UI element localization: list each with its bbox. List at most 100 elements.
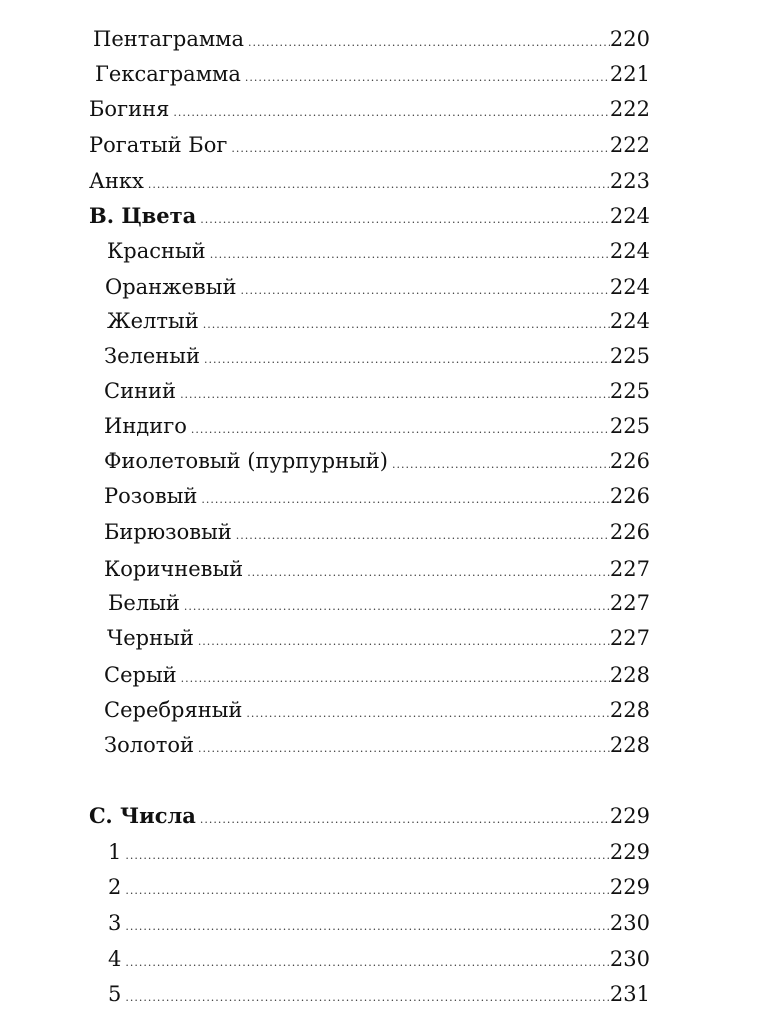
entry-title: Гексаграмма: [95, 62, 241, 86]
dot-leader: [247, 558, 610, 588]
entry-page-number: 227: [609, 626, 650, 650]
dot-leader: [198, 734, 610, 764]
dot-leader: [200, 205, 610, 235]
dot-leader: [201, 485, 610, 515]
dot-leader: [236, 521, 610, 551]
dot-leader: [248, 28, 610, 58]
entry-page-number: 226: [609, 449, 650, 473]
toc-entry: Черный 227: [107, 623, 650, 653]
entry-page-number: 227: [609, 591, 650, 615]
entry-title: Пентаграмма: [93, 27, 245, 51]
toc-entry: Бирюзовый 226: [104, 517, 650, 547]
entry-page-number: 225: [609, 344, 650, 368]
toc-entry: Фиолетовый (пурпурный) 226: [104, 446, 650, 476]
dot-leader: [245, 63, 610, 93]
dot-leader: [125, 876, 610, 906]
toc-entry: Оранжевый 224: [105, 272, 650, 302]
entry-title: Рогатый Бог: [89, 133, 228, 157]
entry-title: Красный: [107, 239, 206, 263]
toc-entry: Индиго 225: [104, 411, 650, 441]
dot-leader: [203, 310, 610, 340]
entry-page-number: 229: [609, 875, 650, 899]
entry-title: Фиолетовый (пурпурный): [104, 449, 388, 473]
dot-leader: [200, 805, 610, 835]
toc-entry: Синий 225: [104, 376, 650, 406]
toc-entry: 5 231: [108, 979, 650, 1009]
toc-entry: Анкх 223: [89, 166, 650, 196]
dot-leader: [240, 276, 609, 306]
entry-page-number: 229: [609, 840, 650, 864]
dot-leader: [204, 345, 610, 375]
entry-page-number: 230: [609, 911, 650, 935]
entry-title: Оранжевый: [105, 275, 237, 299]
entry-title: Серый: [104, 663, 177, 687]
dot-leader: [180, 380, 610, 410]
entry-page-number: 226: [609, 520, 650, 544]
dot-leader: [181, 664, 610, 694]
dot-leader: [148, 170, 610, 200]
entry-title: C. Числа: [89, 803, 196, 828]
entry-title: Белый: [108, 591, 180, 615]
toc-entry: Золотой 228: [104, 730, 650, 760]
entry-title: Индиго: [104, 414, 187, 438]
toc-entry: Рогатый Бог 222: [89, 130, 650, 160]
entry-page-number: 224: [609, 204, 650, 228]
dot-leader: [125, 983, 610, 1013]
toc-entry: Желтый 224: [107, 306, 650, 336]
entry-title: Желтый: [107, 309, 199, 333]
entry-page-number: 231: [609, 982, 650, 1006]
toc-entry: Белый 227: [108, 588, 650, 618]
toc-entry: Зеленый 225: [104, 341, 650, 371]
entry-page-number: 225: [609, 379, 650, 403]
entry-title: 2: [108, 875, 122, 899]
entry-page-number: 220: [609, 27, 650, 51]
entry-page-number: 223: [609, 169, 650, 193]
dot-leader: [125, 912, 610, 942]
entry-page-number: 222: [609, 133, 650, 157]
toc-entry: Богиня 222: [89, 94, 650, 124]
toc-entry: Коричневый 227: [104, 554, 650, 584]
toc-section-heading: C. Числа 229: [89, 801, 650, 831]
entry-title: Зеленый: [104, 344, 200, 368]
entry-title: Бирюзовый: [104, 520, 232, 544]
entry-title: Серебряный: [104, 698, 243, 722]
dot-leader: [191, 415, 610, 445]
toc-section-heading: B. Цвета 224: [89, 201, 650, 231]
toc-entry: 3 230: [108, 908, 650, 938]
toc-entry: 1 229: [108, 837, 650, 867]
entry-title: Коричневый: [104, 557, 244, 581]
toc-entry: Серый 228: [104, 660, 650, 690]
dot-leader: [125, 841, 610, 871]
toc-entry: Красный 224: [107, 236, 650, 266]
dot-leader: [125, 948, 610, 978]
entry-title: Золотой: [104, 733, 194, 757]
entry-page-number: 229: [609, 804, 650, 828]
dot-leader: [210, 240, 610, 270]
toc-entry: Серебряный 228: [104, 695, 650, 725]
toc-entry: Розовый 226: [104, 481, 650, 511]
entry-title: Богиня: [89, 97, 170, 121]
entry-title: Розовый: [104, 484, 198, 508]
dot-leader: [198, 627, 610, 657]
dot-leader: [231, 134, 610, 164]
dot-leader: [246, 699, 609, 729]
entry-title: Синий: [104, 379, 177, 403]
entry-title: 5: [108, 982, 122, 1006]
entry-title: B. Цвета: [89, 203, 197, 228]
entry-page-number: 224: [609, 239, 650, 263]
entry-title: 4: [108, 947, 122, 971]
entry-title: 3: [108, 911, 122, 935]
entry-title: Черный: [107, 626, 194, 650]
toc-entry: 2 229: [108, 872, 650, 902]
toc-entry: Пентаграмма 220: [93, 24, 650, 54]
toc-entry: 4 230: [108, 944, 650, 974]
entry-title: Анкх: [89, 169, 144, 193]
entry-title: 1: [108, 840, 122, 864]
dot-leader: [392, 450, 610, 480]
dot-leader: [173, 98, 610, 128]
entry-page-number: 224: [609, 309, 650, 333]
entry-page-number: 221: [609, 62, 650, 86]
entry-page-number: 228: [609, 663, 650, 687]
entry-page-number: 222: [609, 97, 650, 121]
entry-page-number: 227: [609, 557, 650, 581]
